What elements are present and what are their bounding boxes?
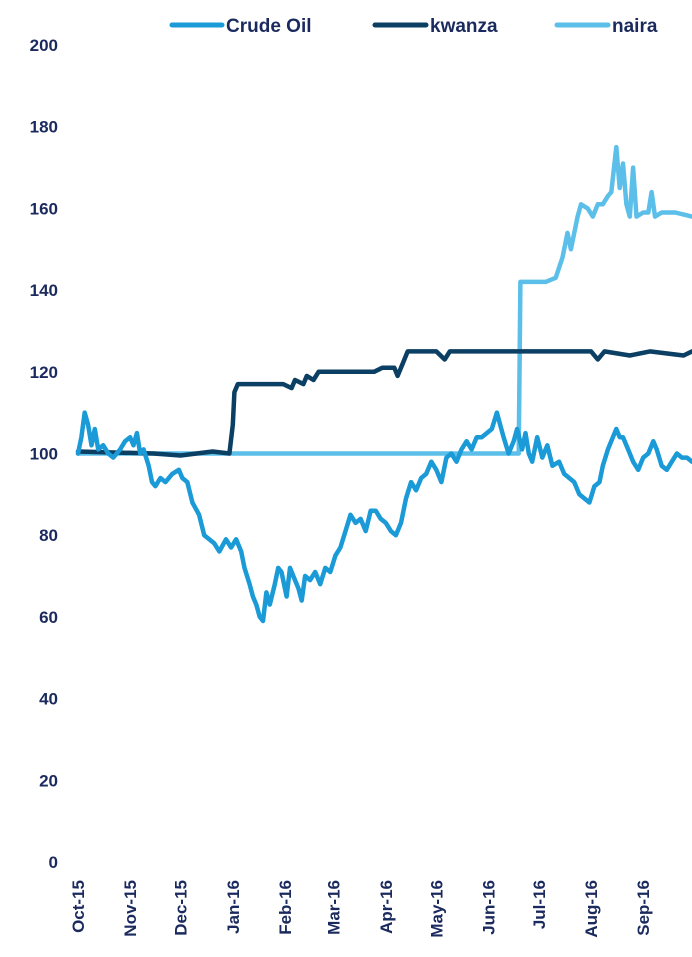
- x-axis: Oct-15 Nov-15 Dec-15 Jan-16 Feb-16 Mar-16 Apr-…: [69, 880, 653, 938]
- x-tick-label: Jan-16: [224, 880, 243, 934]
- y-tick-label: 140: [30, 281, 58, 300]
- y-axis: 0 20 40 60 80 100 120 140 160 180 200: [30, 36, 58, 872]
- x-tick-label: Mar-16: [325, 880, 344, 935]
- series-line-naira: [75, 144, 692, 456]
- y-tick-label: 80: [39, 526, 58, 545]
- legend-label-naira: naira: [612, 16, 658, 37]
- plot-area: [75, 144, 692, 624]
- x-tick-label: May-16: [427, 880, 446, 938]
- y-tick-label: 0: [49, 853, 58, 872]
- y-tick-label: 100: [30, 445, 58, 464]
- legend-label-crude-oil: Crude Oil: [226, 16, 312, 37]
- y-tick-label: 160: [30, 199, 58, 218]
- legend-label-kwanza: kwanza: [430, 16, 498, 37]
- x-tick-label: Feb-16: [276, 880, 295, 935]
- chart-legend: Crude Oil kwanza naira: [169, 16, 658, 37]
- y-tick-label: 200: [30, 36, 58, 55]
- series-line-crude-oil: [75, 410, 692, 624]
- x-tick-label: Jun-16: [479, 880, 498, 935]
- x-tick-label: Oct-15: [69, 880, 88, 933]
- y-tick-label: 20: [39, 771, 58, 790]
- x-tick-label: Dec-15: [172, 880, 191, 936]
- y-tick-label: 60: [39, 608, 58, 627]
- x-tick-label: Aug-16: [582, 880, 601, 938]
- x-tick-label: Apr-16: [377, 880, 396, 934]
- x-tick-label: Nov-15: [121, 880, 140, 937]
- y-tick-label: 180: [30, 118, 58, 137]
- y-tick-label: 40: [39, 690, 58, 709]
- x-tick-label: Jul-16: [530, 880, 549, 929]
- x-tick-label: Sep-16: [634, 880, 653, 936]
- series-line-kwanza: [75, 349, 692, 458]
- y-tick-label: 120: [30, 363, 58, 382]
